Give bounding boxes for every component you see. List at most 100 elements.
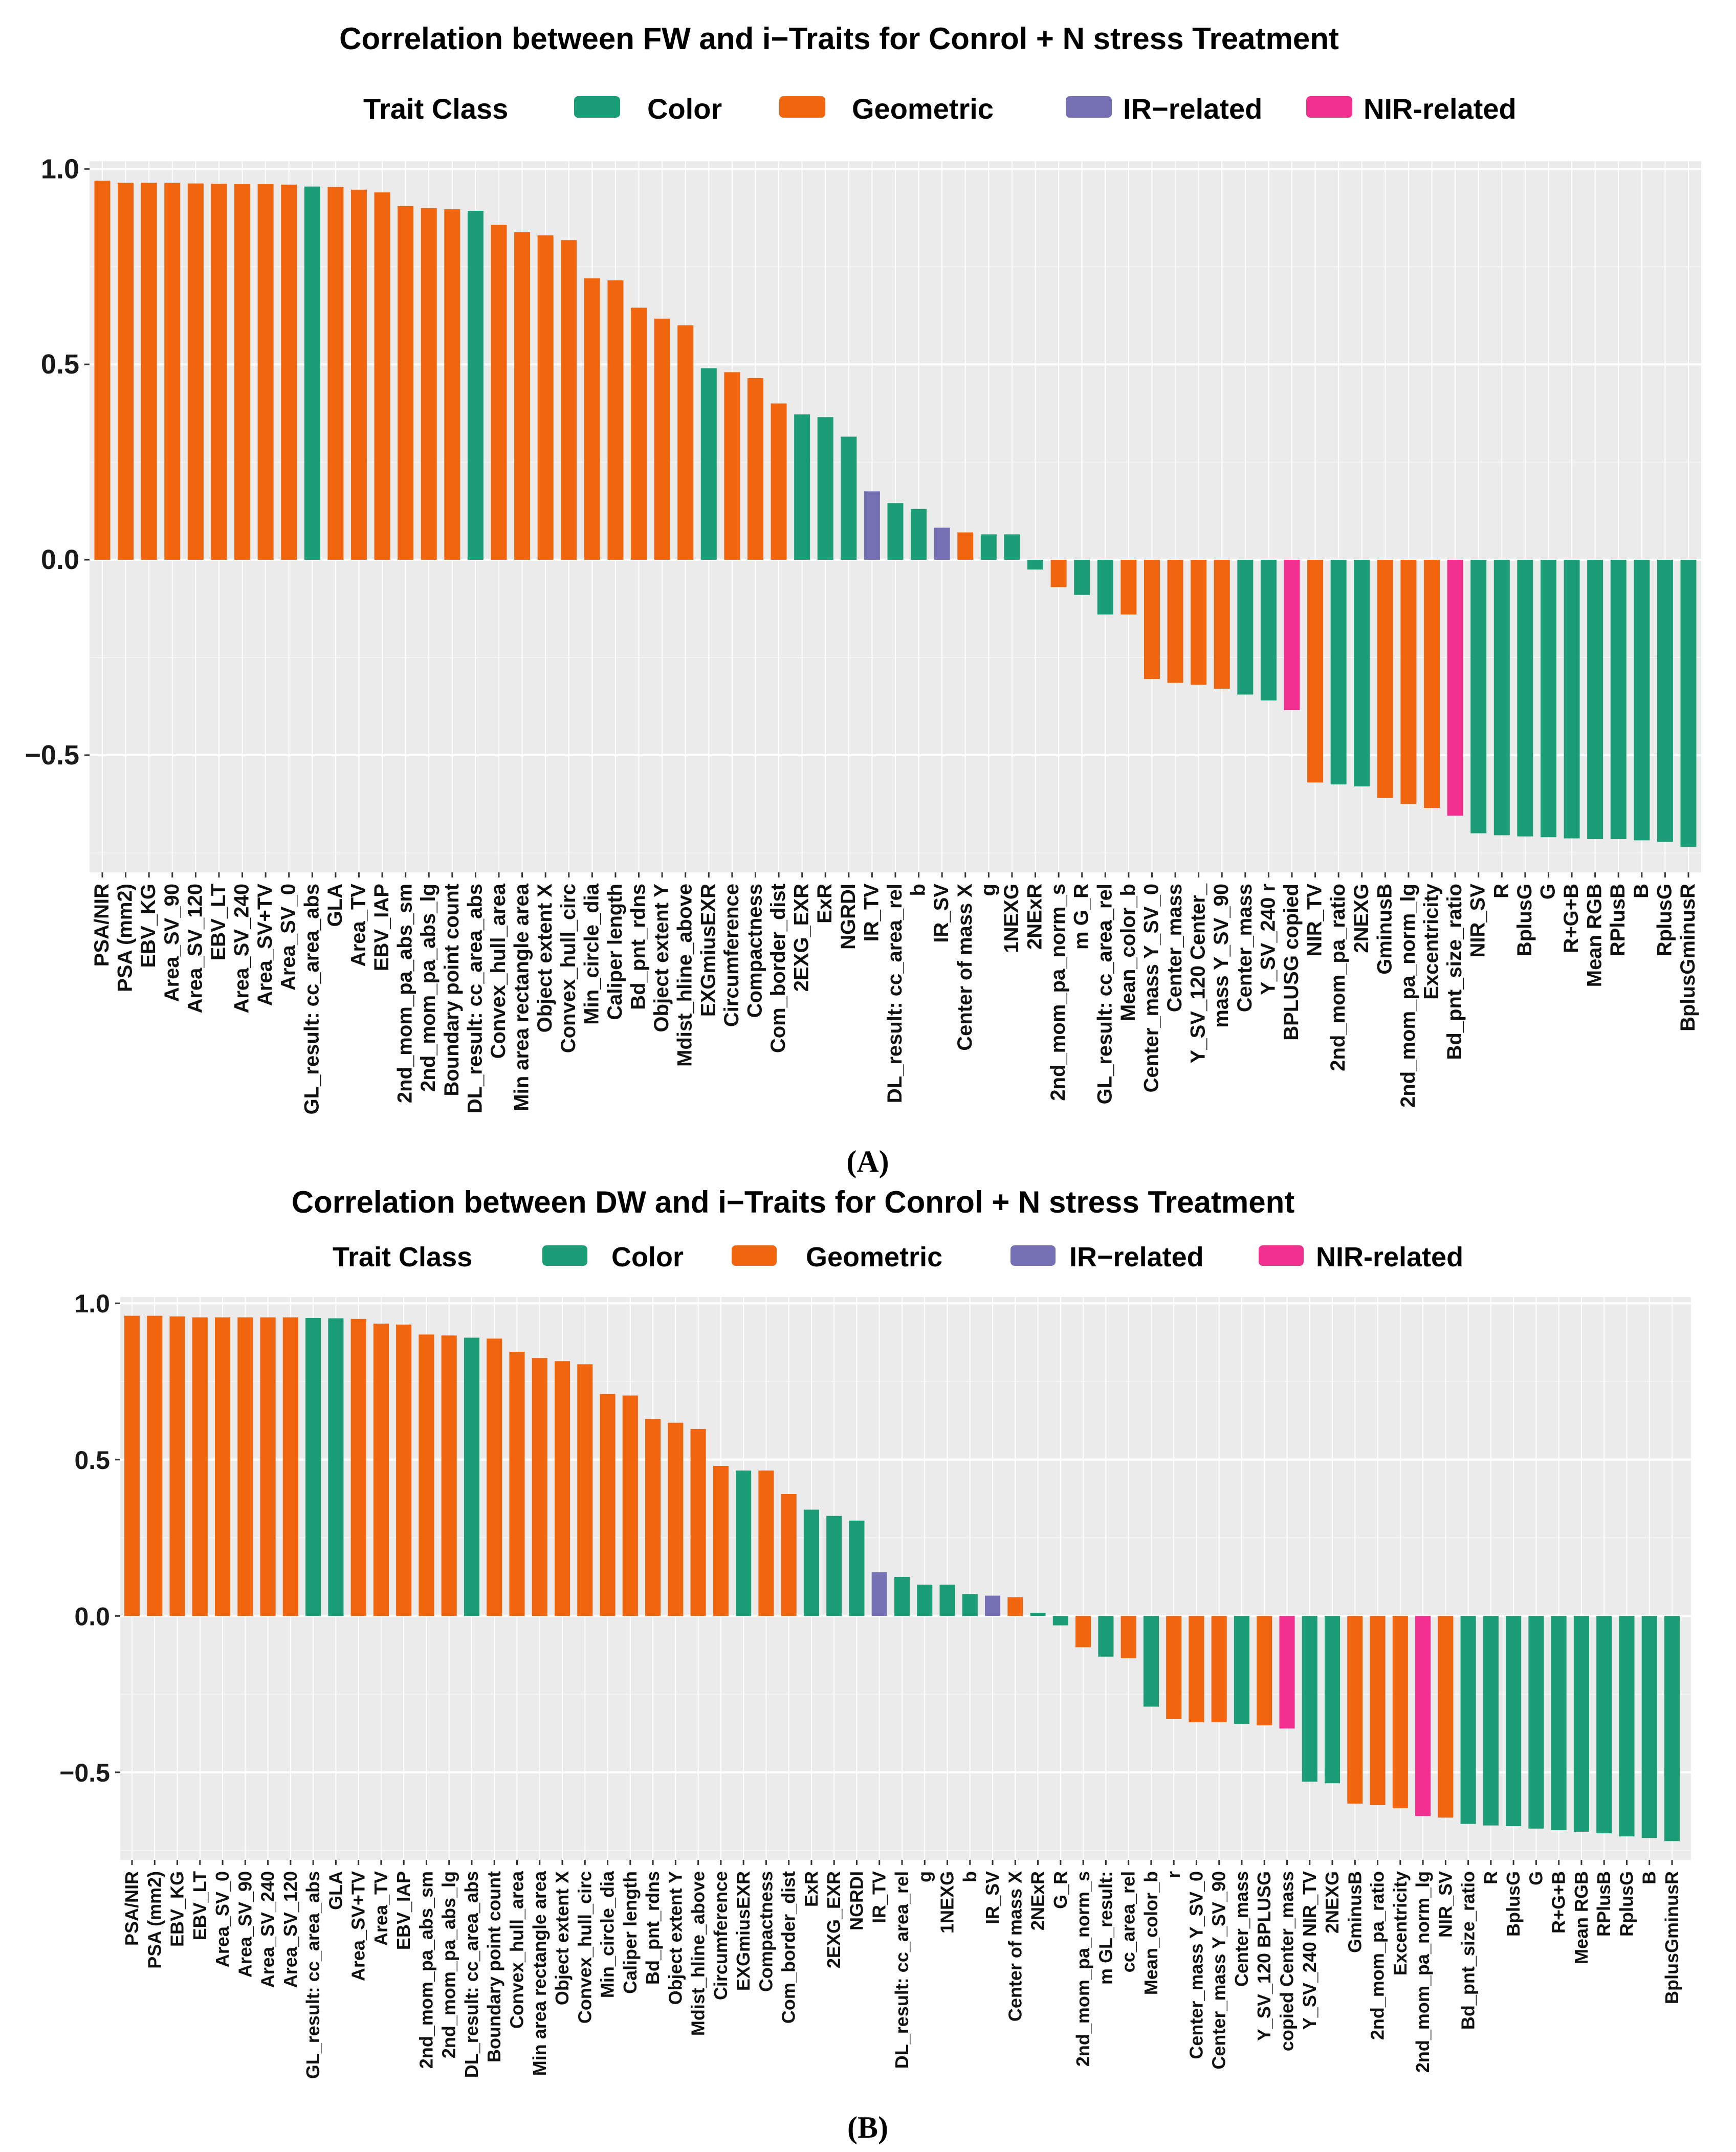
x-tick-label: 1NEXG xyxy=(1000,884,1023,953)
x-tick-label: GLA xyxy=(325,1871,346,1910)
x-tick-label: Y_SV_240 r xyxy=(1257,884,1279,995)
bar-bplusg-copied xyxy=(1284,560,1300,711)
bar-center-of-mass-x xyxy=(957,532,974,560)
y-tick-label: 1.0 xyxy=(41,153,79,184)
x-tick-label: Min_circle_dia xyxy=(597,1871,618,1998)
x-tick-label: Bd_pnt_rdns xyxy=(627,884,650,1010)
bar-2exg-exr xyxy=(826,1516,842,1616)
x-tick-label: EBV_LT xyxy=(189,1871,210,1940)
legend-swatch-color xyxy=(574,96,620,118)
x-tick-label: Mean RGB xyxy=(1571,1871,1592,1964)
bar-mass-y-sv-90 xyxy=(1214,560,1230,689)
bar-exr xyxy=(817,417,833,560)
bar-gla xyxy=(327,187,344,560)
bar-compactness xyxy=(758,1470,774,1616)
x-tick-label: R+G+B xyxy=(1560,884,1583,953)
x-tick-label: GminusB xyxy=(1344,1871,1365,1953)
x-tick-label: Mean_color_b xyxy=(1140,1871,1161,1995)
bar-psa-mm2 xyxy=(118,183,134,560)
bar-object-extent-y xyxy=(654,318,670,560)
x-tick-label: Circumference xyxy=(720,884,743,1027)
bar-ebv-iap xyxy=(396,1324,412,1616)
y-tick-label: 1.0 xyxy=(74,1289,110,1318)
panel-b: Correlation between DW and i−Traits for … xyxy=(59,1185,1691,2144)
bar-area-sv-120 xyxy=(282,1317,298,1616)
x-tick-label: Bd_pnt_size_ratio xyxy=(1443,884,1466,1060)
legend-title: Trait Class xyxy=(363,93,508,125)
bar-mean-rgb xyxy=(1587,560,1603,840)
x-tick-label: NIR_TV xyxy=(1304,884,1326,957)
bar-psa-mm2 xyxy=(147,1315,163,1616)
x-tick-label: b xyxy=(907,884,930,896)
bar-mean-rgb xyxy=(1573,1616,1589,1832)
x-tick-label: Boundary point count xyxy=(441,884,463,1096)
bar-g-r xyxy=(1052,1616,1068,1626)
x-tick-label: b xyxy=(959,1871,980,1882)
legend-swatch-geometric xyxy=(732,1245,777,1266)
x-tick-label: Com_border_dist xyxy=(767,884,789,1053)
x-tick-label: Y_SV_120 Center_ xyxy=(1187,883,1210,1063)
bar-rplusg xyxy=(1657,560,1673,842)
bar-object-extent-y xyxy=(668,1422,684,1616)
y-tick-label: 0.0 xyxy=(74,1602,110,1631)
bar-gminusb xyxy=(1347,1616,1363,1804)
x-tick-label: Area_SV+TV xyxy=(348,1871,369,1981)
bar-com-border-dist xyxy=(771,403,787,560)
x-tick-label: Area_SV_0 xyxy=(212,1871,233,1967)
bar-2nexr xyxy=(1027,560,1044,570)
x-tick-label: Convex_hull_area xyxy=(507,1871,528,2029)
bar-ebv-lt xyxy=(192,1317,208,1616)
x-tick-label: NGRDI xyxy=(837,884,860,950)
bar-area-sv-240 xyxy=(234,184,251,560)
y-tick-label: 0.0 xyxy=(41,544,79,575)
x-tick-label: BplusGminusR xyxy=(1661,1871,1682,2004)
x-tick-label: Area_SV_240 xyxy=(231,884,253,1014)
bar-excentricity xyxy=(1392,1616,1408,1809)
bar-circumference xyxy=(724,372,740,560)
bar-min-circle-dia xyxy=(600,1394,616,1616)
bar-mdist-hline-above xyxy=(677,325,694,560)
x-tick-label: 2nd_mom_pa_abs_lg xyxy=(417,884,440,1092)
x-tick-label: 2nd_mom_pa_norm_lg xyxy=(1412,1871,1433,2073)
bar-min-area-rectangle-area xyxy=(532,1358,547,1616)
bar-exr xyxy=(803,1509,819,1616)
bar-2exg-exr xyxy=(794,414,810,560)
bar-bplusg xyxy=(1506,1616,1522,1826)
x-tick-label: BplusGminusR xyxy=(1677,884,1699,1031)
x-tick-label: Caliper length xyxy=(604,884,626,1020)
x-tick-label: Min_circle_dia xyxy=(580,883,603,1024)
bar-area-tv xyxy=(350,189,367,560)
x-tick-label: 2EXG_EXR xyxy=(823,1871,844,1968)
x-tick-label: m GL_result: xyxy=(1095,1871,1116,1985)
x-tick-label: IR_SV xyxy=(930,884,953,943)
x-tick-label: Compactness xyxy=(755,1871,776,1992)
x-tick-label: Area_SV_240 xyxy=(257,1871,278,1988)
bar-area-sv-90 xyxy=(164,183,181,560)
x-tick-label: 2nd_mom_pa_ratio xyxy=(1367,1871,1388,2040)
bar-area-sv-0 xyxy=(215,1317,231,1616)
bar-ir-tv xyxy=(864,491,880,560)
x-tick-label: Mean_color_b xyxy=(1117,884,1139,1021)
panel-a-title: Correlation between FW and i−Traits for … xyxy=(339,21,1339,56)
x-tick-label: Boundary point count xyxy=(484,1871,504,2062)
bar-2nd-mom-pa-ratio xyxy=(1330,560,1347,785)
legend-swatch-color xyxy=(542,1245,587,1266)
x-tick-label: BPLUSG copied xyxy=(1280,884,1303,1041)
bar-ebv-kg xyxy=(169,1316,185,1616)
bar-ir-sv xyxy=(985,1595,1001,1616)
x-tick-label: 2nd_mom_pa_ratio xyxy=(1327,884,1349,1071)
bar-2nd-mom-pa-abs-sm xyxy=(398,206,414,560)
x-tick-label: Com_border_dist xyxy=(778,1871,799,2024)
bar-gla xyxy=(328,1318,344,1616)
bar-nir-sv xyxy=(1438,1616,1454,1818)
x-tick-label: Convex_hull_circ xyxy=(557,884,580,1053)
x-tick-label: PSA (mm2) xyxy=(114,884,137,992)
bar-psa-nir xyxy=(124,1315,140,1616)
panel-b-title: Correlation between DW and i−Traits for … xyxy=(292,1185,1294,1219)
x-tick-label: NGRDI xyxy=(846,1871,867,1930)
bar-dl-result-cc-area-abs xyxy=(467,210,484,560)
bar-2nd-mom-pa-norm-s xyxy=(1050,560,1067,587)
x-tick-label: EXGmiusEXR xyxy=(733,1871,754,1991)
bar-exgmiusexr xyxy=(700,368,717,560)
